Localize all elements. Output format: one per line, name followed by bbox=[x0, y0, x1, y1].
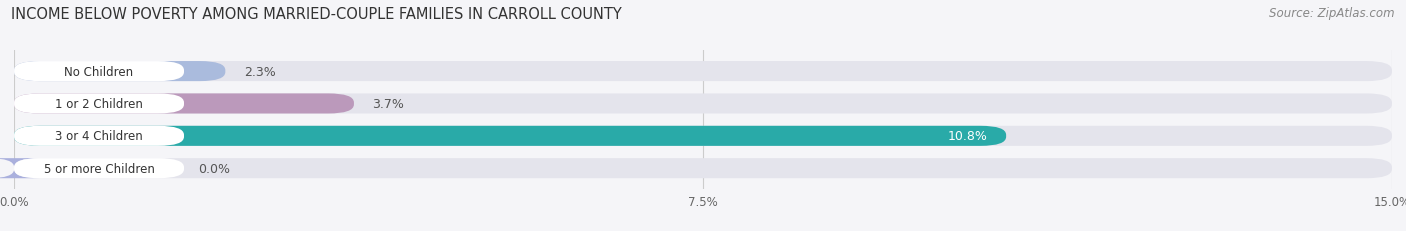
Text: 3.7%: 3.7% bbox=[373, 97, 404, 110]
FancyBboxPatch shape bbox=[14, 126, 184, 146]
Text: INCOME BELOW POVERTY AMONG MARRIED-COUPLE FAMILIES IN CARROLL COUNTY: INCOME BELOW POVERTY AMONG MARRIED-COUPL… bbox=[11, 7, 621, 22]
FancyBboxPatch shape bbox=[14, 62, 1392, 82]
FancyBboxPatch shape bbox=[14, 62, 184, 82]
Text: 1 or 2 Children: 1 or 2 Children bbox=[55, 97, 143, 110]
FancyBboxPatch shape bbox=[14, 94, 1392, 114]
FancyBboxPatch shape bbox=[14, 94, 184, 114]
FancyBboxPatch shape bbox=[14, 158, 1392, 179]
FancyBboxPatch shape bbox=[14, 126, 1392, 146]
FancyBboxPatch shape bbox=[0, 158, 39, 179]
Text: 3 or 4 Children: 3 or 4 Children bbox=[55, 130, 143, 143]
Text: 10.8%: 10.8% bbox=[948, 130, 988, 143]
Text: 5 or more Children: 5 or more Children bbox=[44, 162, 155, 175]
Text: Source: ZipAtlas.com: Source: ZipAtlas.com bbox=[1270, 7, 1395, 20]
FancyBboxPatch shape bbox=[14, 62, 225, 82]
Text: 0.0%: 0.0% bbox=[198, 162, 229, 175]
FancyBboxPatch shape bbox=[14, 158, 184, 179]
FancyBboxPatch shape bbox=[14, 126, 1007, 146]
FancyBboxPatch shape bbox=[14, 94, 354, 114]
Text: No Children: No Children bbox=[65, 65, 134, 78]
Text: 2.3%: 2.3% bbox=[243, 65, 276, 78]
